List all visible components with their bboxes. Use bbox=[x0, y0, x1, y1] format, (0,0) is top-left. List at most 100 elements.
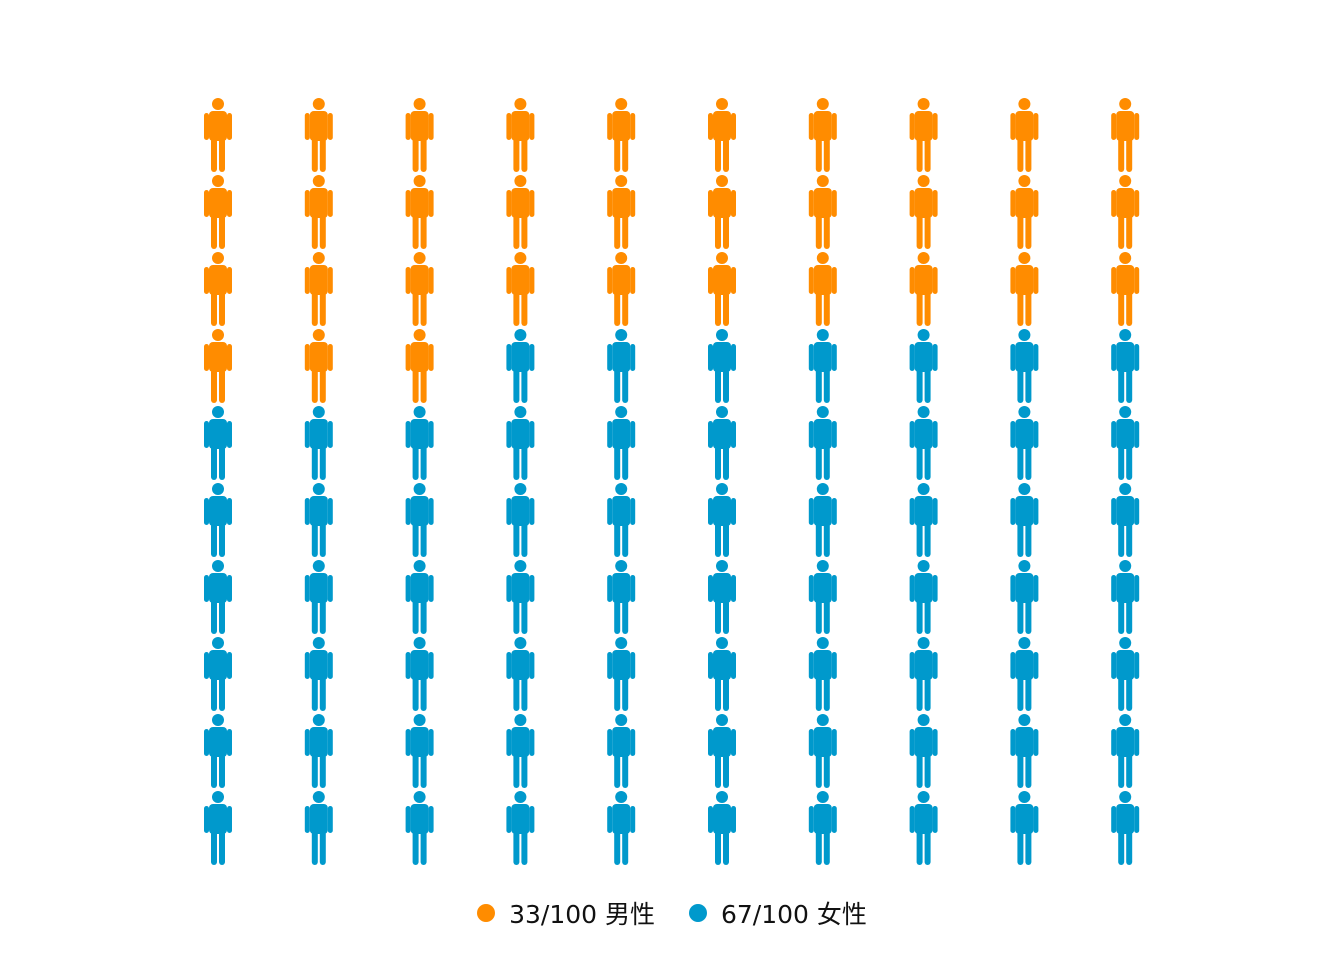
person-icon bbox=[405, 560, 434, 634]
person-icon bbox=[204, 560, 232, 634]
person-icon bbox=[304, 714, 333, 788]
person-icon bbox=[506, 98, 535, 172]
person-icon bbox=[708, 560, 736, 634]
person-icon bbox=[1010, 560, 1039, 634]
person-icon bbox=[506, 714, 535, 788]
person-icon bbox=[909, 560, 938, 634]
person-icon bbox=[304, 560, 333, 634]
person-icon bbox=[506, 329, 535, 403]
person-icon bbox=[1111, 329, 1140, 403]
person-icon bbox=[1111, 175, 1140, 249]
person-icon bbox=[607, 98, 636, 172]
person-icon bbox=[405, 175, 434, 249]
person-icon bbox=[909, 483, 938, 557]
person-icon bbox=[405, 714, 434, 788]
person-icon bbox=[1111, 637, 1140, 711]
person-icon bbox=[708, 406, 736, 480]
person-icon bbox=[1010, 714, 1039, 788]
person-icon bbox=[1111, 483, 1140, 557]
person-icon bbox=[1111, 98, 1140, 172]
person-icon bbox=[405, 98, 434, 172]
person-icon bbox=[1010, 406, 1039, 480]
person-icon bbox=[405, 791, 434, 865]
person-icon bbox=[708, 637, 736, 711]
person-icon bbox=[204, 714, 232, 788]
person-icon bbox=[909, 714, 938, 788]
person-icon bbox=[204, 329, 232, 403]
person-icon bbox=[204, 175, 232, 249]
person-icon bbox=[708, 98, 736, 172]
person-icon bbox=[1010, 98, 1039, 172]
person-icon bbox=[607, 406, 636, 480]
person-icon bbox=[506, 560, 535, 634]
person-icon bbox=[204, 406, 232, 480]
person-icon bbox=[808, 637, 837, 711]
person-icon bbox=[808, 483, 837, 557]
legend: 33/100 男性 67/100 女性 bbox=[0, 893, 1344, 933]
person-icon bbox=[708, 175, 736, 249]
person-icon bbox=[204, 483, 232, 557]
person-icon bbox=[808, 406, 837, 480]
person-icon bbox=[1010, 175, 1039, 249]
person-icon bbox=[909, 329, 938, 403]
person-icon bbox=[708, 483, 736, 557]
person-icon bbox=[506, 175, 535, 249]
person-icon bbox=[1111, 791, 1140, 865]
person-icon bbox=[1010, 329, 1039, 403]
person-icon bbox=[607, 637, 636, 711]
person-icon bbox=[304, 329, 333, 403]
person-icon bbox=[909, 406, 938, 480]
legend-item-male: 33/100 男性 bbox=[477, 895, 655, 931]
person-icon bbox=[1010, 483, 1039, 557]
person-icon bbox=[1010, 637, 1039, 711]
person-icon bbox=[607, 483, 636, 557]
legend-swatch-male bbox=[477, 904, 496, 922]
person-icon bbox=[506, 637, 535, 711]
person-icon bbox=[405, 637, 434, 711]
legend-item-female: 67/100 女性 bbox=[689, 895, 867, 931]
person-icon bbox=[607, 175, 636, 249]
legend-label-male: 33/100 男性 bbox=[509, 900, 655, 929]
person-icon bbox=[708, 791, 736, 865]
person-icon bbox=[708, 329, 736, 403]
icon-grid bbox=[204, 98, 1140, 865]
legend-swatch-female bbox=[689, 904, 707, 922]
person-icon bbox=[1010, 791, 1039, 865]
person-icon bbox=[304, 637, 333, 711]
person-icon bbox=[808, 329, 837, 403]
person-icon bbox=[808, 252, 837, 326]
legend-label-female: 67/100 女性 bbox=[721, 900, 867, 929]
person-icon bbox=[607, 560, 636, 634]
person-icon bbox=[405, 252, 434, 326]
person-icon bbox=[304, 483, 333, 557]
person-icon bbox=[204, 791, 232, 865]
person-icon bbox=[909, 175, 938, 249]
person-icon bbox=[506, 252, 535, 326]
person-icon bbox=[204, 98, 232, 172]
person-icon bbox=[506, 406, 535, 480]
person-icon bbox=[304, 791, 333, 865]
person-icon bbox=[304, 252, 333, 326]
person-icon bbox=[204, 637, 232, 711]
person-icon bbox=[909, 98, 938, 172]
person-icon bbox=[708, 714, 736, 788]
person-icon bbox=[607, 252, 636, 326]
person-icon bbox=[607, 791, 636, 865]
person-icon bbox=[1111, 252, 1140, 326]
person-icon bbox=[808, 175, 837, 249]
person-icon bbox=[304, 175, 333, 249]
person-icon bbox=[808, 98, 837, 172]
person-icon bbox=[607, 714, 636, 788]
person-icon bbox=[304, 98, 333, 172]
person-icon bbox=[708, 252, 736, 326]
person-icon bbox=[909, 637, 938, 711]
person-icon bbox=[808, 714, 837, 788]
person-icon bbox=[808, 791, 837, 865]
person-icon bbox=[1111, 560, 1140, 634]
person-icon bbox=[405, 406, 434, 480]
person-icon bbox=[506, 483, 535, 557]
person-icon bbox=[909, 252, 938, 326]
person-icon bbox=[1111, 406, 1140, 480]
person-icon bbox=[909, 791, 938, 865]
